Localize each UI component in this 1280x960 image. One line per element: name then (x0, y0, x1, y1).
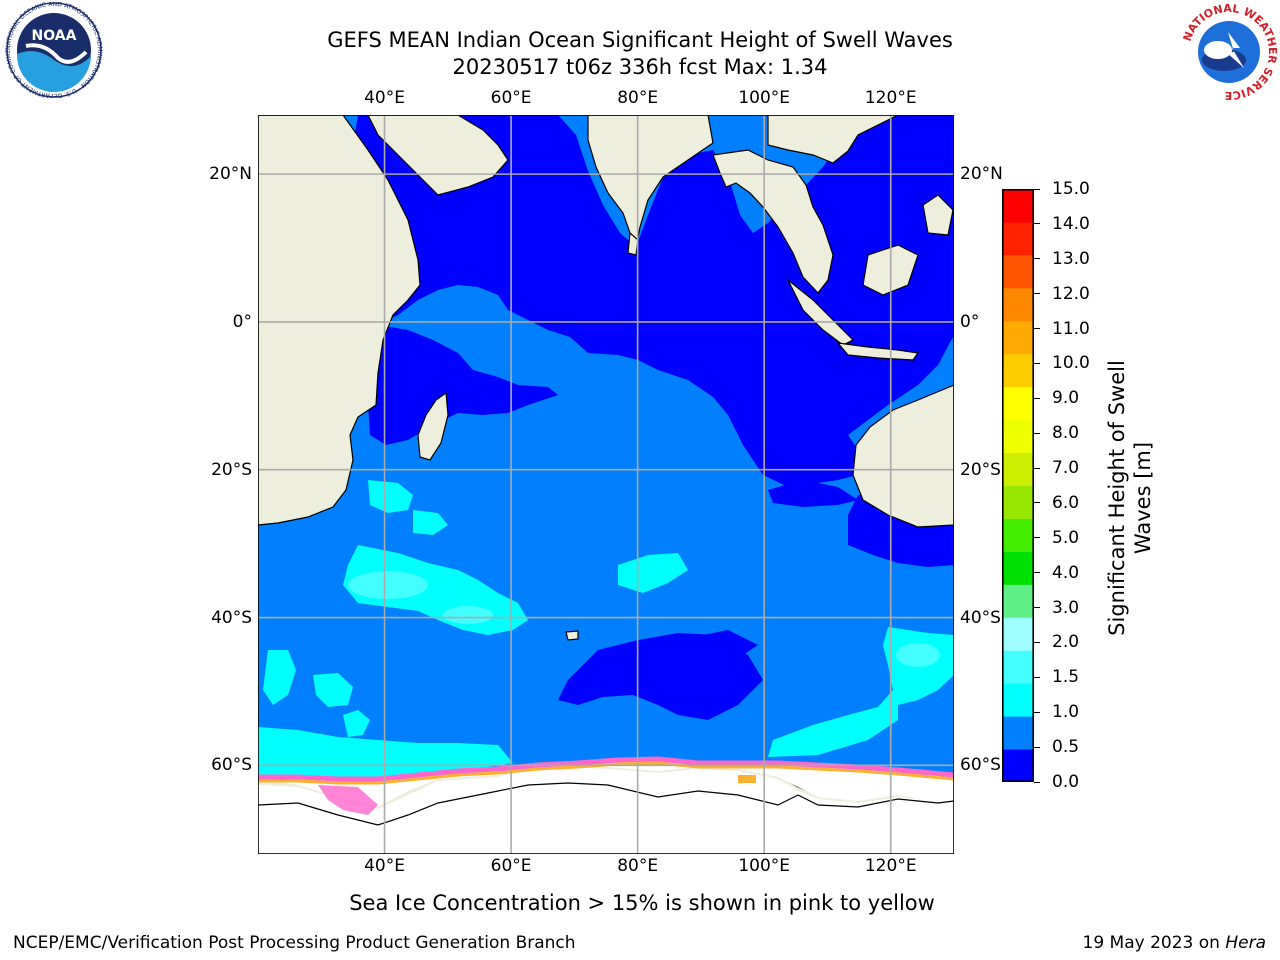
colorbar-tick (1034, 328, 1040, 330)
lon-tick-bottom: 60°E (490, 856, 532, 876)
lon-tick-top: 100°E (738, 88, 791, 108)
footer-credit: NCEP/EMC/Verification Post Processing Pr… (13, 933, 576, 953)
footer-date-text: 19 May 2023 on (1082, 933, 1226, 953)
colorbar-label: 0.5 (1052, 737, 1080, 758)
colorbar-label: 9.0 (1052, 388, 1080, 409)
colorbar-label: 8.0 (1052, 423, 1080, 444)
colorbar-border (1002, 189, 1034, 782)
colorbar-tick (1034, 362, 1040, 364)
antarctic-coastline (258, 782, 954, 826)
footer-host: Hera (1225, 933, 1266, 953)
lat-tick-right: 60°S (960, 755, 1001, 776)
colorbar-segment (1002, 683, 1034, 717)
colorbar-label: 4.0 (1052, 562, 1080, 583)
colorbar-tick (1034, 781, 1040, 783)
lon-tick-top: 120°E (864, 88, 917, 108)
colorbar-segment (1002, 419, 1034, 454)
colorbar-segment (1002, 221, 1034, 256)
colorbar-label: 7.0 (1052, 458, 1080, 479)
colorbar-segment (1002, 386, 1034, 421)
footer-date: 19 May 2023 on Hera (1083, 933, 1267, 953)
colorbar-tick (1034, 432, 1040, 434)
map-plot (258, 115, 954, 854)
lat-tick-left: 20°N (209, 164, 252, 185)
colorbar-tick (1034, 397, 1040, 399)
colorbar-tick (1034, 676, 1040, 678)
lon-tick-bottom: 40°E (364, 856, 405, 876)
colorbar-tick (1034, 572, 1040, 574)
colorbar-label: 14.0 (1052, 213, 1090, 234)
colorbar-label: 6.0 (1052, 492, 1080, 513)
colorbar-label: 10.0 (1052, 353, 1090, 374)
colorbar-segment (1002, 353, 1034, 388)
colorbar-segment (1002, 749, 1034, 782)
grid-lines (258, 115, 954, 854)
lat-tick-right: 40°S (960, 607, 1001, 628)
sea-ice-annotation: Sea Ice Concentration > 15% is shown in … (349, 891, 935, 915)
colorbar-label: 1.5 (1052, 667, 1080, 688)
colorbar-segment (1002, 551, 1034, 585)
colorbar-tick (1034, 537, 1040, 539)
colorbar-segment (1002, 485, 1034, 519)
lon-tick-bottom: 80°E (617, 856, 659, 876)
nws-logo: NATIONAL WEATHER SERVICE (1181, 2, 1279, 100)
colorbar-segment (1002, 320, 1034, 355)
colorbar-tick (1034, 293, 1040, 295)
colorbar-label: 15.0 (1052, 179, 1090, 199)
lat-tick-left: 0° (232, 311, 252, 332)
colorbar-label: 0.0 (1052, 772, 1080, 792)
chart-title: GEFS MEAN Indian Ocean Significant Heigh… (327, 28, 953, 52)
colorbar-label: 11.0 (1052, 318, 1090, 339)
colorbar-segment (1002, 617, 1034, 651)
colorbar-title: Significant Height of Swell Waves [m] (1104, 318, 1156, 678)
colorbar-label: 2.0 (1052, 632, 1080, 653)
colorbar-tick (1034, 467, 1040, 469)
colorbar-tick (1034, 502, 1040, 504)
sea-ice (258, 756, 954, 854)
colorbar-segment (1002, 287, 1034, 322)
colorbar-segment (1002, 254, 1034, 289)
colorbar-segment (1002, 650, 1034, 684)
colorbar-segment (1002, 716, 1034, 750)
lat-tick-right: 0° (960, 311, 980, 332)
lat-tick-left: 40°S (211, 607, 252, 628)
lon-tick-bottom: 100°E (738, 856, 791, 876)
lon-tick-top: 60°E (490, 88, 532, 108)
colorbar-segment (1002, 584, 1034, 618)
colorbar-tick (1034, 223, 1040, 225)
lon-tick-top: 80°E (617, 88, 659, 108)
colorbar (1002, 189, 1034, 782)
lon-tick-bottom: 120°E (864, 856, 917, 876)
colorbar-segment (1002, 452, 1034, 486)
lat-tick-left: 20°S (211, 459, 252, 480)
colorbar-title-line1: Significant Height of Swell (1105, 360, 1129, 636)
colorbar-label: 3.0 (1052, 597, 1080, 618)
colorbar-tick (1034, 188, 1040, 190)
colorbar-tick (1034, 607, 1040, 609)
noaa-logo: NATIONAL OCEANIC AND ATMOSPHERIC ADMINIS… (2, 2, 103, 98)
light-cyan-patches (348, 571, 940, 667)
colorbar-segment (1002, 518, 1034, 552)
colorbar-title-line2: Waves [m] (1131, 441, 1155, 555)
lat-tick-left: 60°S (211, 755, 252, 776)
colorbar-label: 1.0 (1052, 702, 1080, 723)
lat-tick-right: 20°N (960, 164, 1003, 185)
chart-subtitle: 20230517 t06z 336h fcst Max: 1.34 (452, 55, 828, 79)
colorbar-segment (1002, 189, 1034, 223)
colorbar-label: 13.0 (1052, 248, 1090, 269)
lon-tick-top: 40°E (364, 88, 405, 108)
colorbar-label: 12.0 (1052, 283, 1090, 304)
colorbar-tick (1034, 711, 1040, 713)
lat-tick-right: 20°S (960, 459, 1001, 480)
colorbar-tick (1034, 746, 1040, 748)
svg-text:NOAA: NOAA (32, 28, 77, 44)
colorbar-tick (1034, 641, 1040, 643)
colorbar-label: 5.0 (1052, 527, 1080, 548)
colorbar-tick (1034, 258, 1040, 260)
